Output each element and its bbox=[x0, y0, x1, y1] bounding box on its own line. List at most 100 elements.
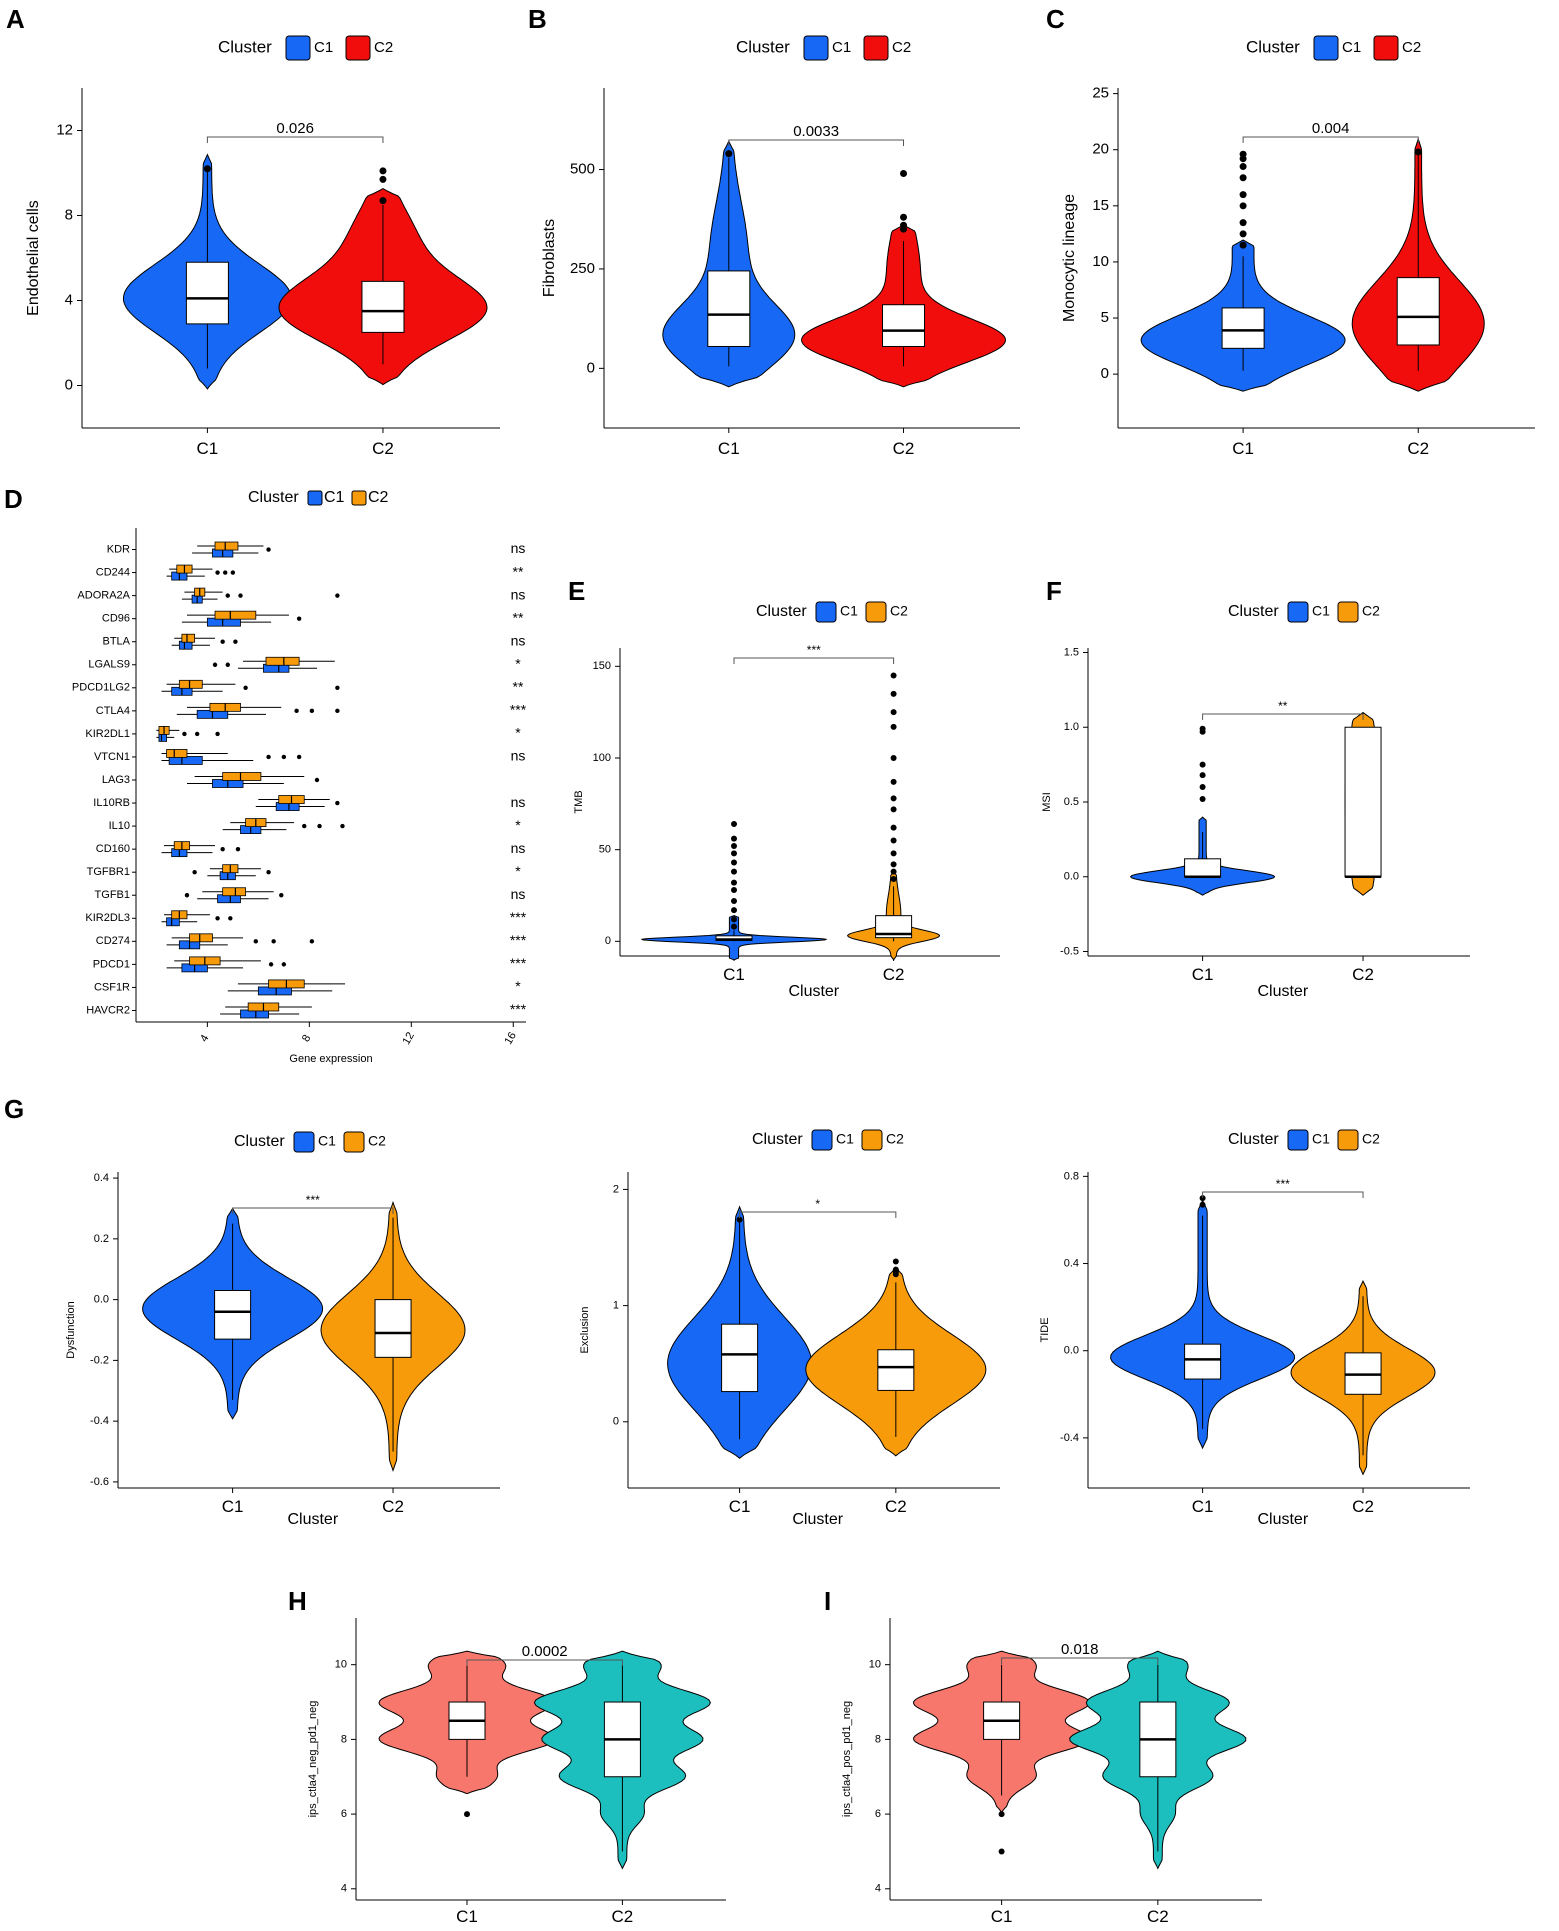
y-tick-label-b: 500 bbox=[570, 160, 595, 177]
outlier-point-e-c1 bbox=[731, 923, 737, 930]
y-tick-label-h: 10 bbox=[335, 1659, 347, 1671]
outlier-point-e-c1 bbox=[731, 916, 737, 923]
y-tick-label-g2: 1 bbox=[613, 1300, 619, 1312]
x-tick-label-d: 4 bbox=[198, 1033, 211, 1044]
legend-label-g2-c2: C2 bbox=[886, 1131, 904, 1147]
legend-key-c-c1 bbox=[1313, 35, 1339, 61]
outlier-point-e-c2 bbox=[890, 824, 897, 831]
box-b-c2 bbox=[882, 304, 926, 347]
outlier-point-c-c1 bbox=[1239, 241, 1247, 249]
panel-letter-c: C bbox=[1046, 4, 1065, 34]
outlier-point-d-cd96 bbox=[296, 616, 302, 621]
legend-label-c-c1: C1 bbox=[1342, 39, 1361, 56]
y-tick-label-e: 100 bbox=[593, 752, 611, 764]
significance-label-vtcn1: ns bbox=[511, 748, 526, 764]
significance-label-btla: ns bbox=[511, 632, 526, 648]
outlier-point-e-c2 bbox=[890, 868, 897, 875]
outlier-point-e-c1 bbox=[731, 887, 737, 893]
panel-letter-h: H bbox=[288, 1586, 307, 1616]
significance-label-cd274: *** bbox=[510, 932, 527, 948]
outlier-point-c-c1 bbox=[1239, 163, 1247, 171]
outlier-point-d-kir2dl3 bbox=[215, 916, 220, 921]
outlier-point-f-c1 bbox=[1199, 784, 1206, 791]
outlier-point-d-il10 bbox=[302, 823, 307, 829]
outlier-point-d-pdcd1lg2 bbox=[243, 685, 248, 691]
y-axis-label-a: Endothelial cells bbox=[25, 200, 42, 316]
outlier-point-e-c2 bbox=[890, 778, 897, 785]
box-d-pdcd1lg2-c2 bbox=[178, 679, 203, 689]
outlier-point-d-lag3 bbox=[314, 777, 320, 783]
outlier-point-d-tgfbr1 bbox=[192, 869, 197, 875]
legend-title-g2: Cluster bbox=[752, 1131, 803, 1148]
outlier-point-d-adora2a bbox=[335, 593, 340, 598]
y-tick-label-i: 4 bbox=[875, 1883, 881, 1895]
significance-label-kdr: ns bbox=[511, 540, 526, 556]
y-tick-label-e: 0 bbox=[605, 935, 611, 947]
outlier-point-e-c2 bbox=[890, 837, 897, 844]
outlier-point-d-adora2a bbox=[225, 593, 230, 598]
outlier-point-i-c1 bbox=[998, 1848, 1005, 1855]
outlier-point-e-c2 bbox=[890, 672, 897, 679]
outlier-point-f-c1 bbox=[1199, 761, 1206, 768]
outlier-point-d-cd160 bbox=[235, 846, 241, 852]
y-tick-label-g3: 0.8 bbox=[1064, 1170, 1079, 1182]
x-tick-label-f-c1: C1 bbox=[1192, 965, 1214, 984]
outlier-point-d-cd274 bbox=[253, 939, 259, 944]
legend-label-f-c2: C2 bbox=[1362, 603, 1380, 619]
legend-key-b-c2 bbox=[863, 35, 889, 61]
significance-label-tgfbr1: * bbox=[515, 863, 521, 879]
legend-label-b-c1: C1 bbox=[832, 39, 851, 56]
outlier-point-d-kir2dl1 bbox=[194, 731, 200, 737]
outlier-point-e-c1 bbox=[731, 879, 737, 886]
gene-label-cd96: CD96 bbox=[102, 613, 130, 625]
y-tick-label-g3: -0.4 bbox=[1060, 1432, 1079, 1444]
panel-letter-g: G bbox=[4, 1094, 25, 1124]
gene-label-ctla4: CTLA4 bbox=[96, 705, 130, 717]
gene-label-tgfbr1: TGFBR1 bbox=[87, 866, 130, 878]
box-d-cd96-c2 bbox=[214, 610, 257, 620]
box-c-c2 bbox=[1396, 277, 1440, 346]
significance-bracket-c bbox=[1242, 136, 1419, 143]
x-tick-label-b-c1: C1 bbox=[718, 439, 740, 458]
legend-key-g3-c1 bbox=[1287, 1129, 1309, 1151]
y-tick-label-a: 0 bbox=[65, 376, 73, 393]
x-tick-label-a-c2: C2 bbox=[372, 439, 394, 458]
gene-label-havcr2: HAVCR2 bbox=[86, 1004, 130, 1016]
x-tick-label-c-c1: C1 bbox=[1232, 439, 1254, 458]
outlier-point-e-c1 bbox=[731, 868, 737, 875]
outlier-point-c-c1 bbox=[1239, 174, 1247, 182]
legend-label-d-c2: C2 bbox=[368, 489, 389, 506]
box-f-c1 bbox=[1184, 858, 1222, 878]
x-tick-label-d: 8 bbox=[300, 1033, 313, 1044]
y-tick-label-a: 4 bbox=[65, 291, 73, 308]
x-axis-label-f: Cluster bbox=[1257, 983, 1308, 1000]
significance-label-lgals9: * bbox=[515, 655, 521, 671]
outlier-point-d-lgals9 bbox=[212, 662, 218, 667]
outlier-point-d-cd160 bbox=[220, 846, 225, 852]
outlier-point-e-c2 bbox=[890, 876, 897, 882]
y-axis-label-g1: Dysfunction bbox=[65, 1301, 77, 1358]
legend-key-g2-c2 bbox=[861, 1129, 883, 1151]
box-g2-c2 bbox=[877, 1349, 915, 1391]
gene-label-csf1r: CSF1R bbox=[94, 981, 130, 993]
outlier-point-f-c1 bbox=[1199, 796, 1206, 803]
significance-label-adora2a: ns bbox=[511, 586, 526, 602]
outlier-point-c-c1 bbox=[1239, 191, 1247, 199]
legend-title-g1: Cluster bbox=[234, 1133, 285, 1150]
y-tick-label-c: 20 bbox=[1092, 141, 1109, 158]
legend-key-g1-c2 bbox=[343, 1131, 365, 1153]
outlier-point-a-c2 bbox=[379, 197, 387, 205]
outlier-point-e-c1 bbox=[731, 898, 737, 904]
legend-label-c-c2: C2 bbox=[1402, 39, 1421, 56]
box-d-lgals9-c2 bbox=[265, 656, 300, 666]
y-tick-label-f: 1.5 bbox=[1064, 646, 1079, 658]
outlier-point-d-cd244 bbox=[215, 570, 220, 575]
y-tick-label-g2: 0 bbox=[613, 1416, 619, 1428]
legend-label-g3-c2: C2 bbox=[1362, 1131, 1380, 1147]
legend-key-g3-c2 bbox=[1337, 1129, 1359, 1151]
y-axis-label-b: Fibroblasts bbox=[541, 219, 558, 297]
p-value-label-a: 0.026 bbox=[276, 120, 314, 137]
significance-label-tgfb1: ns bbox=[511, 886, 526, 902]
y-tick-label-e: 50 bbox=[599, 844, 611, 856]
outlier-point-c-c1 bbox=[1239, 219, 1247, 227]
